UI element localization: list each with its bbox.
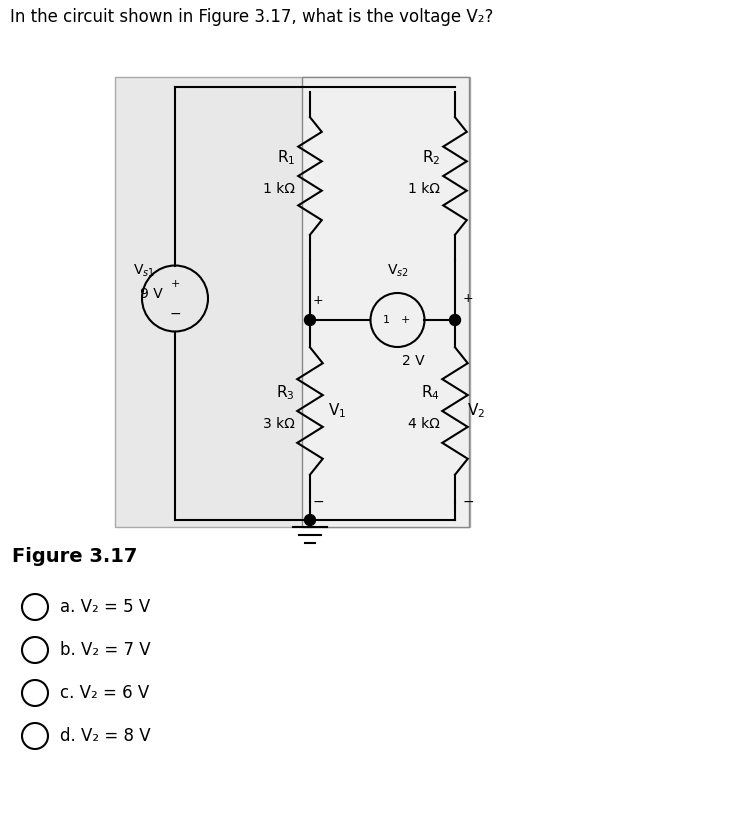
Text: c. V₂ = 6 V: c. V₂ = 6 V — [60, 684, 150, 702]
Text: +: + — [463, 291, 473, 305]
Text: d. V₂ = 8 V: d. V₂ = 8 V — [60, 727, 150, 745]
Text: 2 V: 2 V — [403, 354, 425, 368]
Text: +: + — [401, 315, 410, 325]
Text: V$_2$: V$_2$ — [467, 402, 485, 420]
Circle shape — [449, 314, 461, 325]
Text: +: + — [170, 279, 180, 289]
Text: V$_1$: V$_1$ — [328, 402, 346, 420]
Text: 4 kΩ: 4 kΩ — [408, 417, 440, 431]
Bar — [115, 77, 470, 527]
Text: 1: 1 — [383, 315, 390, 325]
Text: 1 kΩ: 1 kΩ — [408, 182, 440, 196]
Text: b. V₂ = 7 V: b. V₂ = 7 V — [60, 641, 150, 659]
Text: R$_4$: R$_4$ — [421, 384, 440, 403]
Text: 3 kΩ: 3 kΩ — [263, 417, 295, 431]
Circle shape — [304, 514, 315, 526]
Text: R$_3$: R$_3$ — [276, 384, 295, 403]
Text: V$_{s1}$: V$_{s1}$ — [133, 262, 155, 279]
Text: V$_{s2}$: V$_{s2}$ — [387, 263, 408, 280]
Text: R$_2$: R$_2$ — [422, 149, 440, 167]
Text: a. V₂ = 5 V: a. V₂ = 5 V — [60, 598, 150, 616]
Text: −: − — [312, 495, 324, 509]
Text: −: − — [169, 306, 181, 320]
Text: R$_1$: R$_1$ — [277, 149, 295, 167]
Text: −: − — [462, 495, 474, 509]
Text: 9 V: 9 V — [140, 286, 163, 300]
Bar — [302, 77, 469, 527]
Text: 1 kΩ: 1 kΩ — [263, 182, 295, 196]
Circle shape — [304, 314, 315, 325]
Text: +: + — [312, 294, 324, 306]
Text: Figure 3.17: Figure 3.17 — [12, 547, 138, 567]
Text: In the circuit shown in Figure 3.17, what is the voltage V₂?: In the circuit shown in Figure 3.17, wha… — [10, 8, 493, 26]
